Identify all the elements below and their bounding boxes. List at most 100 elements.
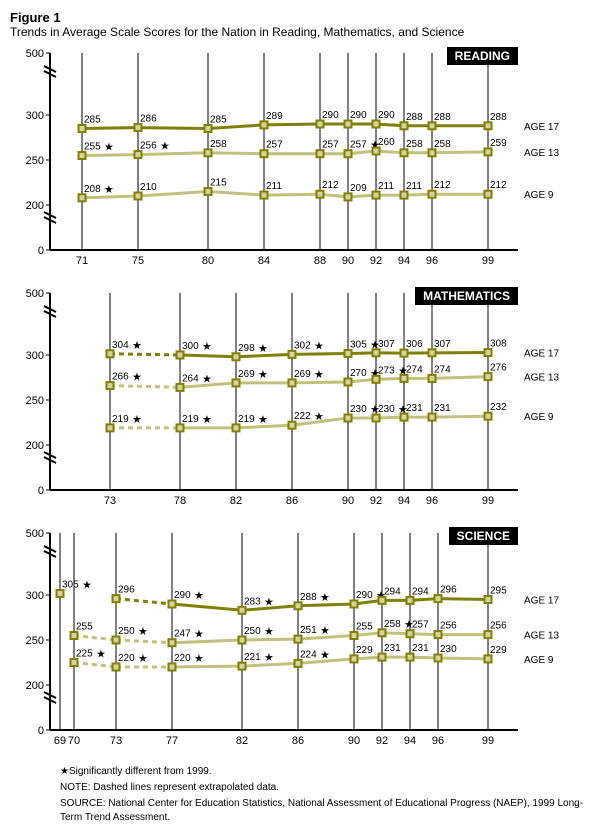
svg-text:219: 219 xyxy=(182,414,199,425)
svg-text:★: ★ xyxy=(314,411,324,423)
footnote-note: NOTE: Dashed lines represent extrapolate… xyxy=(60,781,584,795)
svg-text:215: 215 xyxy=(210,178,227,189)
chart-panel: MATHEMATICS02002503005007378828690929496… xyxy=(10,285,570,515)
svg-text:259: 259 xyxy=(490,138,507,149)
subject-label: SCIENCE xyxy=(449,527,518,545)
svg-text:94: 94 xyxy=(404,735,416,747)
svg-text:229: 229 xyxy=(356,645,373,656)
svg-text:296: 296 xyxy=(440,585,457,596)
svg-text:219: 219 xyxy=(238,414,255,425)
svg-text:285: 285 xyxy=(84,115,101,126)
svg-text:250: 250 xyxy=(26,635,44,647)
svg-text:★: ★ xyxy=(194,629,204,641)
svg-text:96: 96 xyxy=(426,495,438,507)
svg-text:305: 305 xyxy=(62,579,79,590)
svg-text:★: ★ xyxy=(96,649,106,661)
svg-text:230: 230 xyxy=(350,404,367,415)
svg-text:302: 302 xyxy=(294,340,311,351)
footnotes: ★Significantly different from 1999. NOTE… xyxy=(60,765,584,825)
svg-text:255: 255 xyxy=(356,622,373,633)
svg-text:75: 75 xyxy=(132,255,144,267)
svg-text:84: 84 xyxy=(258,255,270,267)
svg-text:AGE 9: AGE 9 xyxy=(524,412,554,423)
svg-text:308: 308 xyxy=(490,339,507,350)
svg-text:★: ★ xyxy=(264,626,274,638)
svg-text:255: 255 xyxy=(76,622,93,633)
svg-text:AGE 13: AGE 13 xyxy=(524,631,559,642)
svg-text:230: 230 xyxy=(378,404,395,415)
svg-text:219: 219 xyxy=(112,414,129,425)
svg-text:★: ★ xyxy=(160,141,170,153)
svg-text:73: 73 xyxy=(104,495,116,507)
svg-text:300: 300 xyxy=(26,110,44,122)
svg-text:94: 94 xyxy=(398,255,410,267)
svg-text:300: 300 xyxy=(26,350,44,362)
svg-text:★: ★ xyxy=(202,414,212,426)
svg-text:288: 288 xyxy=(300,592,317,603)
svg-text:256: 256 xyxy=(490,621,507,632)
svg-text:251: 251 xyxy=(300,625,317,636)
svg-text:★: ★ xyxy=(194,590,204,602)
svg-text:200: 200 xyxy=(26,200,44,212)
svg-text:AGE 17: AGE 17 xyxy=(524,596,559,607)
svg-text:AGE 13: AGE 13 xyxy=(524,148,559,159)
svg-text:★: ★ xyxy=(132,340,142,352)
svg-text:294: 294 xyxy=(412,586,429,597)
svg-text:290: 290 xyxy=(322,110,339,121)
svg-text:200: 200 xyxy=(26,680,44,692)
svg-text:AGE 13: AGE 13 xyxy=(524,373,559,384)
svg-text:270: 270 xyxy=(350,368,367,379)
svg-text:220: 220 xyxy=(174,653,191,664)
svg-text:225: 225 xyxy=(76,649,93,660)
svg-text:0: 0 xyxy=(38,725,44,737)
svg-text:221: 221 xyxy=(244,652,261,663)
svg-text:99: 99 xyxy=(482,735,494,747)
svg-text:231: 231 xyxy=(406,403,423,414)
svg-text:96: 96 xyxy=(426,255,438,267)
svg-text:78: 78 xyxy=(174,495,186,507)
svg-text:285: 285 xyxy=(210,115,227,126)
subject-label: MATHEMATICS xyxy=(415,287,518,305)
svg-text:AGE 17: AGE 17 xyxy=(524,349,559,360)
svg-text:288: 288 xyxy=(490,112,507,123)
svg-text:71: 71 xyxy=(76,255,88,267)
svg-text:250: 250 xyxy=(244,626,261,637)
svg-text:209: 209 xyxy=(350,183,367,194)
svg-text:★: ★ xyxy=(194,653,204,665)
svg-text:69: 69 xyxy=(54,735,66,747)
figure-label: Figure 1 xyxy=(10,10,584,25)
svg-text:304: 304 xyxy=(112,340,129,351)
svg-text:★: ★ xyxy=(314,369,324,381)
svg-text:300: 300 xyxy=(26,590,44,602)
svg-text:92: 92 xyxy=(370,255,382,267)
svg-text:295: 295 xyxy=(490,586,507,597)
svg-text:247: 247 xyxy=(174,629,191,640)
svg-text:288: 288 xyxy=(434,112,451,123)
svg-text:0: 0 xyxy=(38,245,44,257)
svg-text:283: 283 xyxy=(244,596,261,607)
subject-label: READING xyxy=(447,47,518,65)
svg-text:92: 92 xyxy=(376,735,388,747)
svg-text:94: 94 xyxy=(398,495,410,507)
svg-text:305: 305 xyxy=(350,339,367,350)
svg-text:290: 290 xyxy=(378,110,395,121)
svg-text:212: 212 xyxy=(490,180,507,191)
svg-text:257: 257 xyxy=(266,140,283,151)
svg-text:269: 269 xyxy=(238,369,255,380)
svg-text:212: 212 xyxy=(322,180,339,191)
svg-text:250: 250 xyxy=(26,155,44,167)
svg-text:★: ★ xyxy=(202,373,212,385)
svg-text:500: 500 xyxy=(26,48,44,60)
svg-text:82: 82 xyxy=(230,495,242,507)
svg-text:★: ★ xyxy=(258,343,268,355)
svg-text:★: ★ xyxy=(132,372,142,384)
svg-text:90: 90 xyxy=(348,735,360,747)
svg-text:276: 276 xyxy=(490,363,507,374)
svg-text:269: 269 xyxy=(294,369,311,380)
svg-text:★: ★ xyxy=(258,369,268,381)
svg-text:210: 210 xyxy=(140,182,157,193)
svg-text:★: ★ xyxy=(138,626,148,638)
svg-text:77: 77 xyxy=(166,735,178,747)
svg-text:289: 289 xyxy=(266,111,283,122)
svg-text:★: ★ xyxy=(320,592,330,604)
